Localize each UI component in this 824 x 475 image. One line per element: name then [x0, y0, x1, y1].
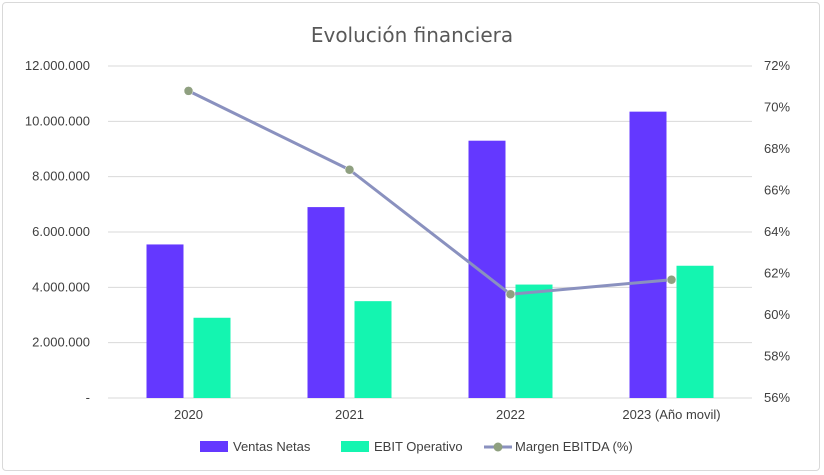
- legend-swatch: [341, 441, 369, 452]
- x-tick-label: 2021: [335, 407, 364, 422]
- bar: [307, 207, 345, 398]
- line-point: [183, 86, 194, 96]
- line-series: [183, 86, 677, 299]
- y-right-tick-label: 70%: [764, 100, 790, 115]
- bar: [354, 301, 392, 398]
- line-point: [505, 289, 516, 299]
- y-left-tick-label: 10.000.000: [25, 113, 90, 128]
- margin-line: [187, 89, 672, 296]
- x-tick-label: 2020: [174, 407, 203, 422]
- bar: [468, 140, 506, 398]
- bar: [193, 317, 231, 398]
- y-left-tick-label: 8.000.000: [32, 169, 90, 184]
- bar: [146, 244, 184, 398]
- y-left-tick-label: -: [86, 390, 90, 405]
- legend-label: Ventas Netas: [233, 439, 311, 454]
- y-right-tick-label: 62%: [764, 266, 790, 281]
- x-tick-label: 2023 (Año movil): [622, 407, 720, 422]
- legend-swatch: [200, 441, 228, 452]
- y-left-tick-label: 2.000.000: [32, 335, 90, 350]
- bar: [629, 111, 667, 399]
- y-right-tick-label: 72%: [764, 58, 790, 73]
- bar-series: [146, 111, 714, 399]
- legend-label: Margen EBITDA (%): [515, 439, 633, 454]
- bar: [676, 265, 714, 398]
- x-axis: 2020 2021 2022 2023 (Año movil): [174, 407, 721, 422]
- y-right-tick-label: 60%: [764, 307, 790, 322]
- y-left-tick-label: 6.000.000: [32, 224, 90, 239]
- line-point: [666, 274, 677, 285]
- y-left-tick-label: 4.000.000: [32, 279, 90, 294]
- y-right-tick-label: 66%: [764, 183, 790, 198]
- y-right-tick-label: 58%: [764, 349, 790, 364]
- bar: [515, 284, 553, 398]
- y-left-tick-label: 12.000.000: [25, 58, 90, 73]
- chart-title: Evolución financiera: [311, 23, 513, 47]
- y-axis-left: - 2.000.000 4.000.000 6.000.000 8.000.000 10.…: [25, 58, 90, 405]
- legend-marker: [493, 442, 503, 452]
- legend: Ventas Netas EBIT Operativo Margen EBITDA …: [200, 439, 633, 454]
- y-axis-right: 56% 58% 60% 62% 64% 66% 68% 70% 72%: [764, 58, 790, 405]
- y-right-tick-label: 56%: [764, 390, 790, 405]
- y-right-tick-label: 64%: [764, 224, 790, 239]
- legend-label: EBIT Operativo: [374, 439, 463, 454]
- line-point: [344, 165, 355, 175]
- x-tick-label: 2022: [496, 407, 525, 422]
- y-right-tick-label: 68%: [764, 141, 790, 156]
